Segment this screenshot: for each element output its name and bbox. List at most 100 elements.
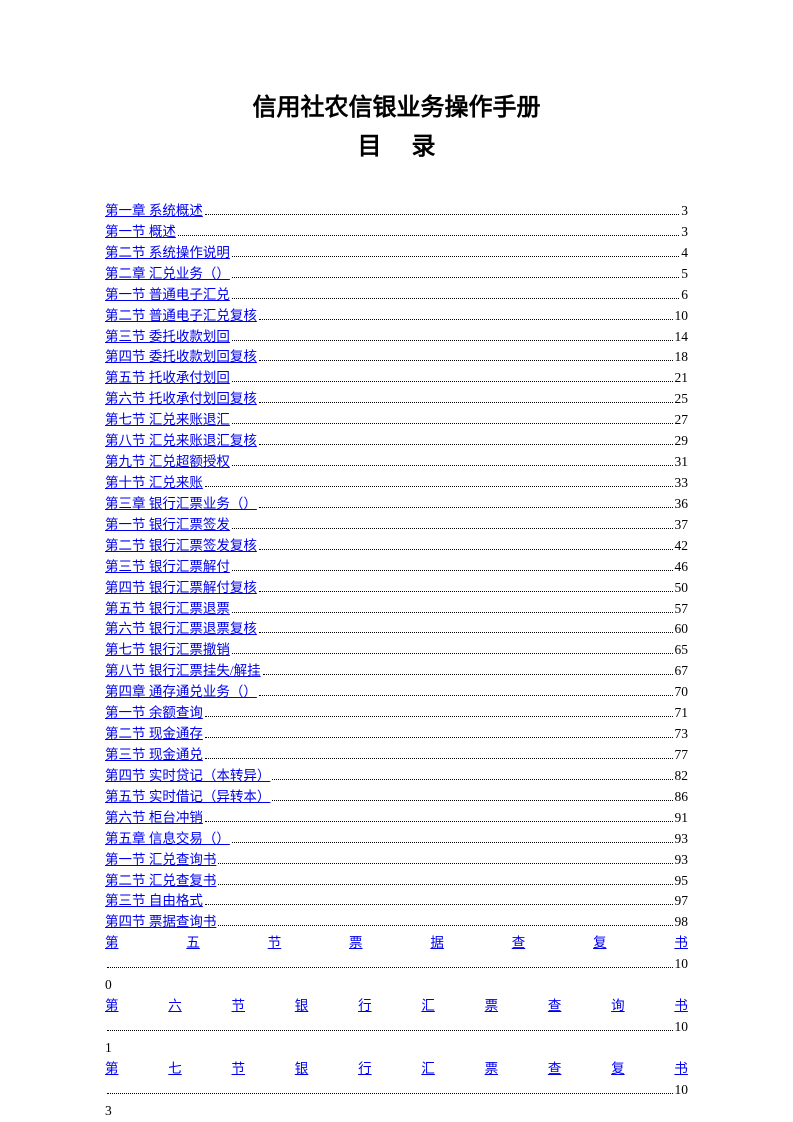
toc-row: 第四章 通存通兑业务（） 70 bbox=[105, 682, 688, 703]
toc-link[interactable]: 第四节 票据查询书 bbox=[105, 912, 216, 933]
toc-page-number: 18 bbox=[675, 347, 689, 368]
toc-leader-dots bbox=[259, 695, 673, 696]
toc-link[interactable]: 第二章 汇兑业务（） bbox=[105, 264, 230, 285]
toc-page-number: 14 bbox=[675, 327, 689, 348]
toc-leader-dots bbox=[259, 591, 673, 592]
toc-link[interactable]: 第九节 汇兑超额授权 bbox=[105, 452, 230, 473]
toc-link[interactable]: 第四节 委托收款划回复核 bbox=[105, 347, 257, 368]
toc-link[interactable]: 第六节 银行汇票退票复核 bbox=[105, 619, 257, 640]
toc-leader-dots bbox=[205, 904, 673, 905]
toc-link[interactable]: 第一节 汇兑查询书 bbox=[105, 850, 216, 871]
main-title: 信用社农信银业务操作手册 bbox=[105, 90, 688, 126]
toc-leader-dots bbox=[232, 528, 673, 529]
toc-page-number: 60 bbox=[675, 619, 689, 640]
toc-page-number: 4 bbox=[681, 243, 688, 264]
toc-row: 第四节 实时贷记（本转异）82 bbox=[105, 766, 688, 787]
toc-leader-dots bbox=[232, 842, 673, 843]
toc-link[interactable]: 第四节 实时贷记（本转异） bbox=[105, 766, 270, 787]
toc-page-number: 33 bbox=[675, 473, 689, 494]
toc-page-number: 57 bbox=[675, 599, 689, 620]
toc-page-number-part: 10 bbox=[675, 1080, 689, 1101]
toc-link[interactable]: 第一章 系统概述 bbox=[105, 201, 203, 222]
toc-link[interactable]: 第六节 托收承付划回复核 bbox=[105, 389, 257, 410]
toc-link[interactable]: 第七节银行汇票查复书 bbox=[105, 1059, 688, 1080]
toc-link[interactable]: 第二节 系统操作说明 bbox=[105, 243, 230, 264]
toc-link[interactable]: 第一节 概述 bbox=[105, 222, 176, 243]
toc-row: 第二节 现金通存 73 bbox=[105, 724, 688, 745]
toc-link[interactable]: 第四章 通存通兑业务（） bbox=[105, 682, 257, 703]
toc-link[interactable]: 第五节 托收承付划回 bbox=[105, 368, 230, 389]
toc-link[interactable]: 第三章 银行汇票业务（） bbox=[105, 494, 257, 515]
toc-row: 10 bbox=[105, 1017, 688, 1038]
toc-row: 第十节 汇兑来账 33 bbox=[105, 473, 688, 494]
toc-row: 第二章 汇兑业务（）5 bbox=[105, 264, 688, 285]
toc-page-number: 73 bbox=[675, 724, 689, 745]
toc-page-number: 95 bbox=[675, 871, 689, 892]
toc-row: 10 bbox=[105, 1080, 688, 1101]
toc-leader-dots bbox=[205, 214, 679, 215]
toc-row: 第二节 普通电子汇兑复核10 bbox=[105, 306, 688, 327]
toc-leader-dots bbox=[272, 779, 672, 780]
toc-row: 第四节 银行汇票解付复核50 bbox=[105, 578, 688, 599]
toc-link[interactable]: 第三节 自由格式 bbox=[105, 891, 203, 912]
toc-page-number: 3 bbox=[681, 201, 688, 222]
toc-row-wrapped: 第五节票据查复书100 bbox=[105, 933, 688, 996]
toc-leader-dots bbox=[232, 256, 679, 257]
toc-row: 第一节 汇兑查询书93 bbox=[105, 850, 688, 871]
toc-link[interactable]: 第六节银行汇票查询书 bbox=[105, 996, 688, 1017]
toc-leader-dots bbox=[232, 570, 673, 571]
toc-link[interactable]: 第二节 普通电子汇兑复核 bbox=[105, 306, 257, 327]
toc-link[interactable]: 第一节 余额查询 bbox=[105, 703, 203, 724]
toc-row: 第二节 系统操作说明 4 bbox=[105, 243, 688, 264]
toc-link[interactable]: 第十节 汇兑来账 bbox=[105, 473, 203, 494]
toc-link[interactable]: 第八节 银行汇票挂失/解挂 bbox=[105, 661, 261, 682]
toc-page-number: 70 bbox=[675, 682, 689, 703]
table-of-contents: 第一章 系统概述3第一节 概述3第二节 系统操作说明4第二章 汇兑业务（）5第一… bbox=[105, 201, 688, 1122]
toc-page-number-part: 10 bbox=[675, 1017, 689, 1038]
toc-leader-dots bbox=[259, 444, 673, 445]
toc-row: 第五节票据查复书 bbox=[105, 933, 688, 954]
toc-page-number-part: 10 bbox=[675, 954, 689, 975]
toc-page-number: 27 bbox=[675, 410, 689, 431]
toc-row: 第九节 汇兑超额授权31 bbox=[105, 452, 688, 473]
toc-link[interactable]: 第五节票据查复书 bbox=[105, 933, 688, 954]
toc-page-number: 6 bbox=[681, 285, 688, 306]
toc-page-number: 67 bbox=[675, 661, 689, 682]
toc-link[interactable]: 第三节 委托收款划回 bbox=[105, 327, 230, 348]
toc-page-number: 91 bbox=[675, 808, 689, 829]
toc-link[interactable]: 第二节 汇兑查复书 bbox=[105, 871, 216, 892]
toc-leader-dots bbox=[263, 674, 673, 675]
toc-link[interactable]: 第八节 汇兑来账退汇复核 bbox=[105, 431, 257, 452]
toc-page-number: 25 bbox=[675, 389, 689, 410]
toc-row: 第三节 银行汇票解付46 bbox=[105, 557, 688, 578]
toc-link[interactable]: 第四节 银行汇票解付复核 bbox=[105, 578, 257, 599]
toc-link[interactable]: 第七节 银行汇票撤销 bbox=[105, 640, 230, 661]
toc-row: 第六节 柜台冲销 91 bbox=[105, 808, 688, 829]
toc-leader-dots bbox=[259, 549, 673, 550]
toc-link[interactable]: 第二节 现金通存 bbox=[105, 724, 203, 745]
toc-link[interactable]: 第三节 现金通兑 bbox=[105, 745, 203, 766]
toc-leader-dots bbox=[205, 486, 673, 487]
toc-link[interactable]: 第五节 实时借记（异转本） bbox=[105, 787, 270, 808]
toc-row: 第一节 余额查询71 bbox=[105, 703, 688, 724]
toc-row: 第五节 托收承付划回21 bbox=[105, 368, 688, 389]
toc-link[interactable]: 第五章 信息交易（） bbox=[105, 829, 230, 850]
toc-leader-dots bbox=[218, 925, 672, 926]
toc-row: 第七节 汇兑来账退汇 27 bbox=[105, 410, 688, 431]
toc-row: 第一节 普通电子汇兑 6 bbox=[105, 285, 688, 306]
toc-link[interactable]: 第三节 银行汇票解付 bbox=[105, 557, 230, 578]
toc-link[interactable]: 第二节 银行汇票签发复核 bbox=[105, 536, 257, 557]
toc-link[interactable]: 第一节 银行汇票签发 bbox=[105, 515, 230, 536]
title-block: 信用社农信银业务操作手册 目录 bbox=[105, 90, 688, 161]
toc-link[interactable]: 第一节 普通电子汇兑 bbox=[105, 285, 230, 306]
toc-link[interactable]: 第五节 银行汇票退票 bbox=[105, 599, 230, 620]
toc-row: 10 bbox=[105, 954, 688, 975]
toc-leader-dots bbox=[107, 967, 673, 968]
toc-row-wrapped: 第七节银行汇票查复书103 bbox=[105, 1059, 688, 1122]
toc-link[interactable]: 第七节 汇兑来账退汇 bbox=[105, 410, 230, 431]
toc-link[interactable]: 第六节 柜台冲销 bbox=[105, 808, 203, 829]
toc-page-number: 36 bbox=[675, 494, 689, 515]
toc-row: 第四节 委托收款划回复核 18 bbox=[105, 347, 688, 368]
toc-page-number: 93 bbox=[675, 829, 689, 850]
toc-leader-dots bbox=[232, 612, 673, 613]
